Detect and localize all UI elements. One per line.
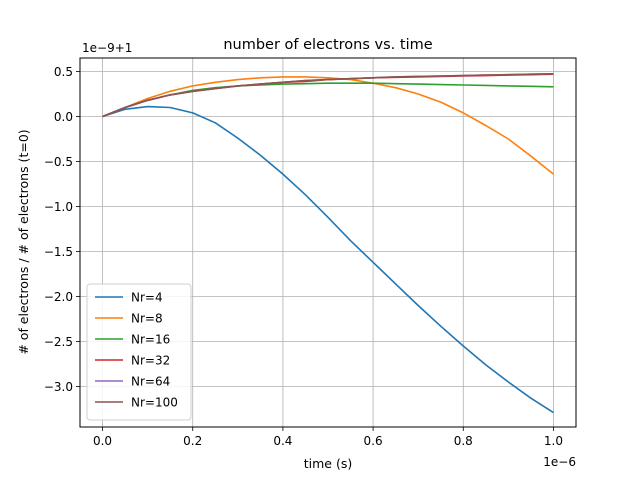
- x-tick-label: 0.0: [93, 434, 112, 448]
- series-line: [102, 76, 554, 175]
- legend-label: Nr=8: [131, 312, 163, 326]
- y-axis-label: # of electrons / # of electrons (t=0): [16, 129, 31, 354]
- legend-label: Nr=64: [131, 375, 170, 389]
- legend-label: Nr=32: [131, 354, 170, 368]
- x-tick-label: 0.2: [183, 434, 202, 448]
- plot-frame: [79, 57, 577, 428]
- axis-ticks: 0.0 0.2 0.4 0.6 0.8 1.0 0.5 0.0 −0.5 −1.0 −1.5 −2.0…: [44, 65, 563, 448]
- grid: [80, 58, 576, 427]
- y-tick-label: −1.5: [44, 245, 73, 259]
- series-line: [102, 105, 554, 414]
- chart-title: number of electrons vs. time: [223, 37, 432, 53]
- y-tick-label: −1.0: [44, 200, 73, 214]
- x-offset-label: 1e−6: [543, 455, 576, 469]
- x-tick-label: 0.8: [454, 434, 473, 448]
- legend-label: Nr=16: [131, 333, 170, 347]
- x-axis-label: time (s): [304, 456, 352, 471]
- y-tick-label: −2.0: [44, 290, 73, 304]
- legend-label: Nr=4: [131, 291, 163, 305]
- y-tick-label: 0.0: [54, 110, 73, 124]
- legend: Nr=4 Nr=8 Nr=16 Nr=32 Nr=64 Nr=100: [86, 283, 192, 421]
- series-line: [102, 72, 554, 118]
- y-offset-label: 1e−9+1: [82, 41, 132, 55]
- legend-label: Nr=100: [131, 396, 178, 410]
- x-tick-label: 0.4: [273, 434, 292, 448]
- x-tick-label: 1.0: [544, 434, 563, 448]
- y-tick-label: −2.5: [44, 335, 73, 349]
- y-tick-label: −0.5: [44, 155, 73, 169]
- y-tick-label: 0.5: [54, 65, 73, 79]
- series-lines: [102, 72, 554, 414]
- y-tick-label: −3.0: [44, 380, 73, 394]
- x-tick-label: 0.6: [364, 434, 383, 448]
